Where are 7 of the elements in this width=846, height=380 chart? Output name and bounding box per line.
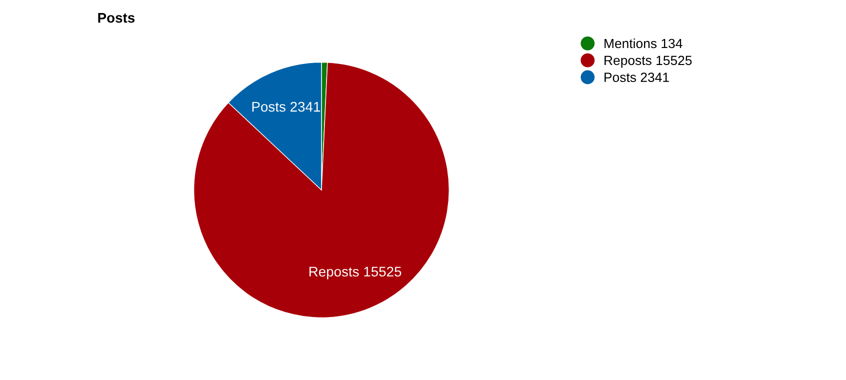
legend-label: Posts 2341 — [604, 72, 669, 82]
data-label: Reposts 15525 — [309, 266, 402, 280]
legend-label: Reposts 15525 — [604, 56, 692, 68]
legend-label: Mentions 134 — [604, 38, 682, 48]
pie-slice — [193, 62, 450, 318]
data-label: Posts 2341 — [252, 102, 320, 112]
chart-title: Posts — [98, 13, 135, 23]
